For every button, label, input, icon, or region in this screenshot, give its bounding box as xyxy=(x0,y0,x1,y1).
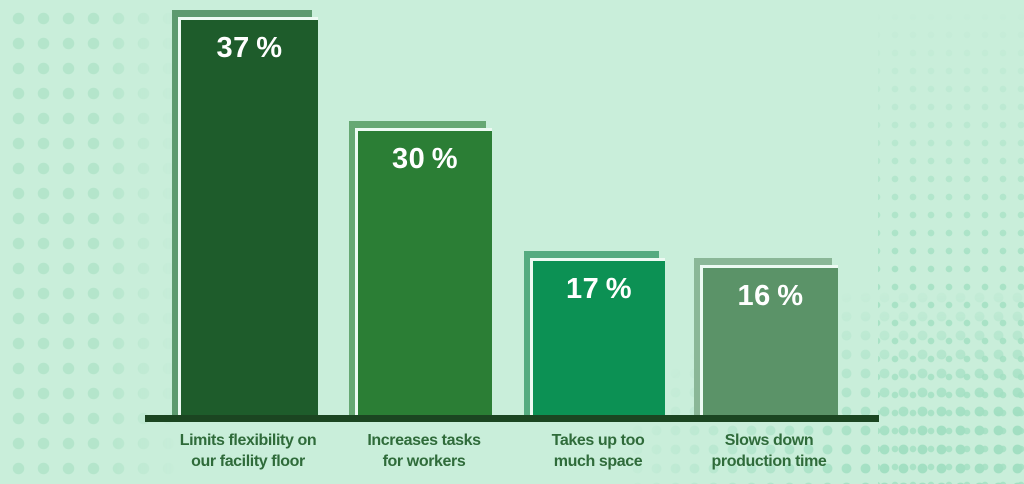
category-label-line: Slows down xyxy=(724,432,814,449)
category-label-limits-flexibility: Limits flexibility on our facility floor xyxy=(128,430,368,472)
bar-fill: 37 % xyxy=(178,17,318,415)
bar-group-takes-up-space: 17 % xyxy=(524,251,665,415)
category-label-line: Limits flexibility on xyxy=(179,432,317,449)
bar-fill: 30 % xyxy=(355,128,492,415)
dot-pattern-left xyxy=(0,0,178,484)
bar-fill: 17 % xyxy=(530,258,665,415)
category-label-line: our facility floor xyxy=(191,453,305,470)
value-label: 17 % xyxy=(565,273,633,305)
x-axis-line xyxy=(145,415,879,422)
category-label-line: production time xyxy=(711,453,827,470)
value-label: 37 % xyxy=(216,32,283,64)
bar-fill: 16 % xyxy=(700,265,838,415)
category-label-increases-tasks: Increases tasks for workers xyxy=(304,430,544,472)
category-label-line: Increases tasks xyxy=(367,432,481,449)
category-label-takes-up-space: Takes up too much space xyxy=(478,430,718,472)
bar-group-increases-tasks: 30 % xyxy=(349,121,492,415)
bar-group-slows-production: 16 % xyxy=(694,258,838,415)
value-label: 30 % xyxy=(391,143,459,175)
category-label-line: much space xyxy=(553,453,643,470)
value-label: 16 % xyxy=(737,280,804,312)
category-label-line: for workers xyxy=(382,453,466,470)
bar-group-limits-flexibility: 37 % xyxy=(172,10,318,415)
category-label-line: Takes up too xyxy=(551,432,645,449)
category-label-slows-production: Slows down production time xyxy=(649,430,889,472)
